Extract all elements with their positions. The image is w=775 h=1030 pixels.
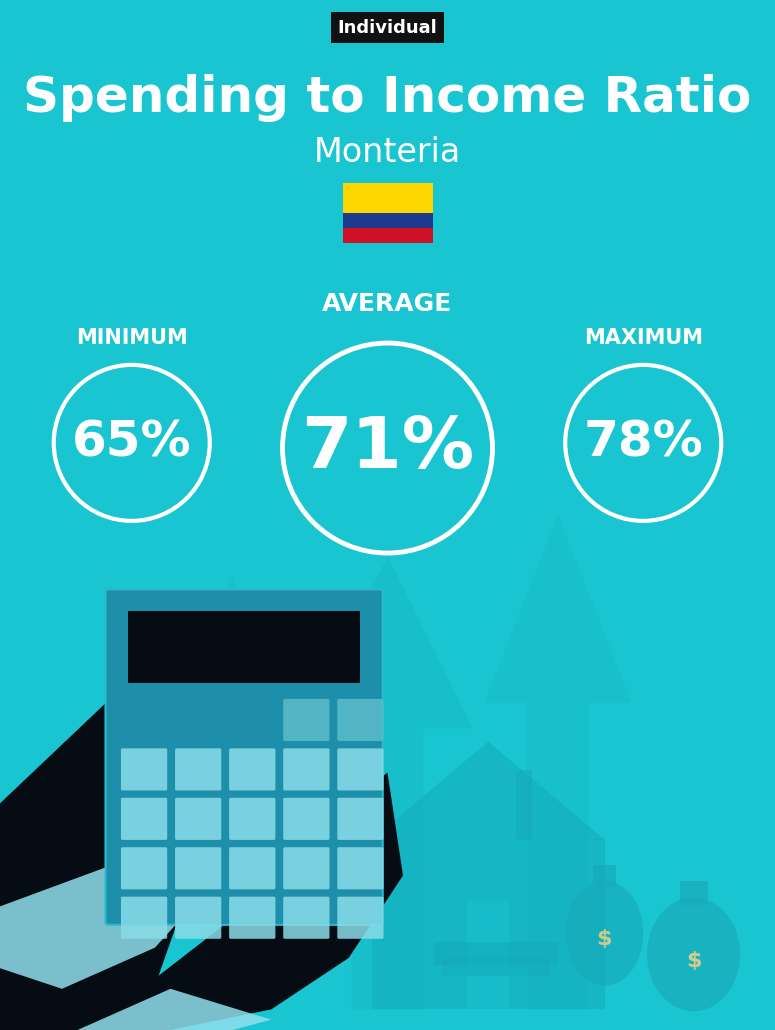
FancyBboxPatch shape bbox=[175, 897, 222, 938]
FancyBboxPatch shape bbox=[283, 798, 329, 839]
Bar bbox=[442, 958, 550, 976]
Bar bbox=[372, 839, 604, 1009]
FancyBboxPatch shape bbox=[175, 749, 222, 790]
Bar bbox=[128, 611, 360, 683]
Text: 71%: 71% bbox=[301, 414, 474, 482]
FancyBboxPatch shape bbox=[121, 897, 167, 938]
FancyBboxPatch shape bbox=[337, 897, 384, 938]
Text: MINIMUM: MINIMUM bbox=[76, 328, 188, 348]
Bar bbox=[467, 901, 509, 1009]
Bar bbox=[343, 229, 432, 243]
Polygon shape bbox=[167, 577, 298, 1009]
Polygon shape bbox=[78, 989, 271, 1030]
Ellipse shape bbox=[647, 897, 740, 1011]
Polygon shape bbox=[372, 742, 604, 839]
FancyBboxPatch shape bbox=[283, 897, 329, 938]
Text: 65%: 65% bbox=[72, 419, 191, 467]
FancyBboxPatch shape bbox=[337, 699, 384, 741]
Polygon shape bbox=[484, 515, 632, 1009]
Bar bbox=[516, 770, 532, 840]
FancyBboxPatch shape bbox=[337, 749, 384, 790]
Text: MAXIMUM: MAXIMUM bbox=[584, 328, 703, 348]
Ellipse shape bbox=[566, 881, 643, 986]
Polygon shape bbox=[78, 772, 403, 1030]
Text: Individual: Individual bbox=[338, 19, 437, 36]
FancyBboxPatch shape bbox=[229, 848, 275, 889]
Text: Monteria: Monteria bbox=[314, 136, 461, 169]
FancyBboxPatch shape bbox=[229, 798, 275, 839]
FancyBboxPatch shape bbox=[105, 589, 383, 925]
FancyBboxPatch shape bbox=[175, 848, 222, 889]
Text: $: $ bbox=[686, 951, 701, 971]
Bar bbox=[434, 942, 558, 965]
Text: $: $ bbox=[597, 929, 612, 950]
FancyBboxPatch shape bbox=[229, 897, 275, 938]
Text: Spending to Income Ratio: Spending to Income Ratio bbox=[23, 74, 752, 122]
FancyBboxPatch shape bbox=[283, 848, 329, 889]
FancyBboxPatch shape bbox=[337, 798, 384, 839]
FancyBboxPatch shape bbox=[229, 749, 275, 790]
Bar bbox=[343, 213, 432, 229]
FancyBboxPatch shape bbox=[283, 699, 329, 741]
FancyBboxPatch shape bbox=[175, 798, 222, 839]
FancyBboxPatch shape bbox=[121, 749, 167, 790]
Bar bbox=[343, 183, 432, 213]
FancyBboxPatch shape bbox=[337, 848, 384, 889]
FancyBboxPatch shape bbox=[283, 749, 329, 790]
Bar bbox=[593, 865, 616, 888]
Text: AVERAGE: AVERAGE bbox=[322, 291, 453, 316]
Polygon shape bbox=[302, 556, 473, 1009]
FancyBboxPatch shape bbox=[121, 798, 167, 839]
Bar bbox=[680, 881, 708, 904]
Polygon shape bbox=[0, 597, 341, 1030]
Text: 78%: 78% bbox=[584, 419, 703, 467]
Polygon shape bbox=[0, 855, 202, 989]
FancyBboxPatch shape bbox=[121, 848, 167, 889]
